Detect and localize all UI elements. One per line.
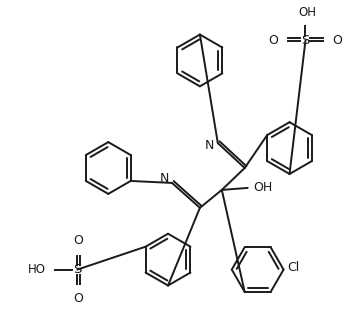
Text: O: O <box>269 34 279 47</box>
Text: OH: OH <box>298 6 316 19</box>
Text: N: N <box>159 173 169 186</box>
Text: O: O <box>73 292 83 306</box>
Text: O: O <box>73 234 83 247</box>
Text: Cl: Cl <box>288 261 300 274</box>
Text: OH: OH <box>254 182 273 194</box>
Text: S: S <box>301 34 310 47</box>
Text: HO: HO <box>28 263 46 276</box>
Text: S: S <box>73 263 82 276</box>
Text: N: N <box>205 139 215 152</box>
Text: O: O <box>333 34 342 47</box>
